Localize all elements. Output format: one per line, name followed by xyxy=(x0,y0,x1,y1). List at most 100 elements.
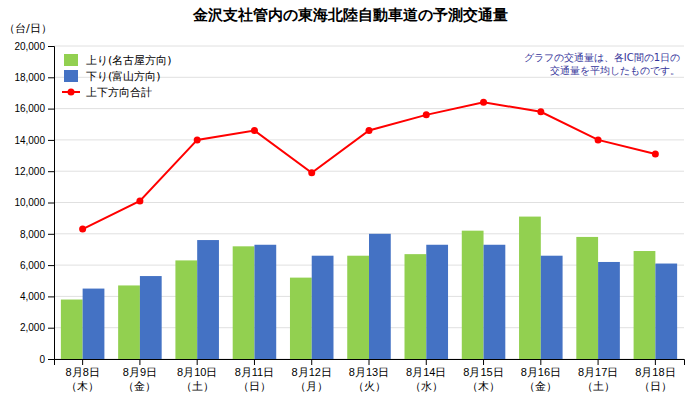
line-marker xyxy=(79,226,86,233)
line-marker xyxy=(595,136,602,143)
x-tick-label-line: 8月13日 xyxy=(349,366,389,378)
y-tick-label: 16,000 xyxy=(14,103,45,114)
x-tick-label-line: （木） xyxy=(467,380,500,392)
y-tick-mark xyxy=(48,109,54,110)
x-tick-label-line: 8月8日 xyxy=(66,366,100,378)
x-tick-label: 8月13日 （火） xyxy=(349,366,389,392)
x-tick-mark xyxy=(82,359,83,365)
x-tick-label: 8月9日 （金） xyxy=(123,366,157,392)
y-tick: 2,000 xyxy=(20,322,54,333)
legend-marker xyxy=(68,89,75,96)
legend-label: 上り(名古屋方向) xyxy=(86,54,172,67)
y-tick-mark xyxy=(48,328,54,329)
y-tick-mark xyxy=(48,234,54,235)
x-tick-label-line: （土） xyxy=(181,380,214,392)
x-tick-label-line: （日） xyxy=(238,380,271,392)
grid-line xyxy=(54,46,684,47)
y-tick-mark xyxy=(48,296,54,297)
x-tick-label-line: 8月17日 xyxy=(578,366,618,378)
annotation-line: 交通量を平均したものです。 xyxy=(550,65,680,76)
grid-line xyxy=(54,139,684,140)
x-tick: 8月14日 （水） xyxy=(406,359,446,392)
y-axis-label: （台/日） xyxy=(4,22,52,35)
x-tick-label-line: （火） xyxy=(353,380,386,392)
grid-line xyxy=(54,108,684,109)
x-axis-line xyxy=(55,360,685,366)
x-tick-label: 8月10日（土） xyxy=(177,366,217,392)
chart-title: 金沢支社管内の東海北陸自動車道の予測交通量 xyxy=(192,6,508,24)
y-tick-mark xyxy=(48,171,54,172)
x-tick-mark xyxy=(483,359,484,365)
line-marker xyxy=(652,150,659,157)
x-tick-mark xyxy=(540,359,541,365)
x-tick: 8月13日 （火） xyxy=(349,359,389,392)
bar xyxy=(484,245,506,359)
bar xyxy=(175,260,197,359)
y-tick-label: 10,000 xyxy=(14,197,45,208)
x-tick: 8月16日（金） xyxy=(521,359,561,392)
x-tick-label: 8月14日 （水） xyxy=(406,366,446,392)
x-tick-mark xyxy=(369,359,370,365)
y-tick-label: 20,000 xyxy=(14,41,45,52)
x-tick: 8月11日（日） xyxy=(235,359,275,392)
x-tick-label-line: （土） xyxy=(582,380,615,392)
y-tick-label: 0 xyxy=(39,354,45,365)
y-tick-label: 2,000 xyxy=(20,322,45,333)
bar xyxy=(369,234,391,359)
grid-line xyxy=(54,171,684,172)
x-tick-label-line: 8月14日 xyxy=(406,366,446,378)
x-tick: 8月8日（木） xyxy=(66,359,100,392)
legend-item: 上り(名古屋方向) xyxy=(64,54,172,67)
x-tick-label-line: 8月15日 xyxy=(463,366,503,378)
line-marker xyxy=(423,111,430,118)
chart-svg: 0 2,000 4,000 6,000 8,000 10,000 12,000 14,000 1… xyxy=(0,0,700,401)
y-tick-mark xyxy=(48,140,54,141)
x-tick-label: 8月8日（木） xyxy=(66,366,100,392)
marks xyxy=(61,99,677,359)
legend: 上り(名古屋方向) 下り(富山方向) 上下方向合計 xyxy=(62,54,172,99)
bar xyxy=(118,285,140,359)
y-tick: 0 xyxy=(39,354,54,365)
y-tick-mark xyxy=(48,203,54,204)
annotation: グラフの交通量は、各IC間の1日の交通量を平均したものです。 xyxy=(524,52,680,76)
grid xyxy=(54,46,684,359)
legend-label: 上下方向合計 xyxy=(86,86,152,99)
x-tick-label-line: 8月18日 xyxy=(635,366,675,378)
x-tick-label-line: （金） xyxy=(123,380,156,392)
y-tick-label: 18,000 xyxy=(14,72,45,83)
y-tick-mark xyxy=(48,77,54,78)
y-tick-label: 8,000 xyxy=(20,229,45,240)
x-tick-label: 8月17日 （土） xyxy=(578,366,618,392)
y-tick: 4,000 xyxy=(20,291,54,302)
bar xyxy=(312,256,334,359)
bar xyxy=(405,254,427,359)
x-tick-mark xyxy=(197,359,198,365)
legend-item: 下り(富山方向) xyxy=(64,70,161,83)
bar xyxy=(598,262,620,359)
y-tick-label: 14,000 xyxy=(14,135,45,146)
x-tick: 8月9日 （金） xyxy=(123,359,157,392)
line-series xyxy=(79,99,659,233)
plot-root: 0 2,000 4,000 6,000 8,000 10,000 12,000 14,000 1… xyxy=(14,41,684,392)
x-tick: 8月18日（日） xyxy=(635,359,675,392)
x-tick-label-line: 8月9日 xyxy=(123,366,157,378)
y-tick-mark xyxy=(48,359,54,360)
line-marker xyxy=(308,169,315,176)
x-tick-label-line: 8月12日 xyxy=(292,366,332,378)
line xyxy=(83,102,656,229)
annotation-line: グラフの交通量は、各IC間の1日の xyxy=(524,52,680,63)
x-tick-mark xyxy=(139,359,140,365)
chart-container: 0 2,000 4,000 6,000 8,000 10,000 12,000 14,000 1… xyxy=(0,0,700,401)
x-tick: 8月17日 （土） xyxy=(578,359,618,392)
bar-series xyxy=(61,217,655,359)
y-tick: 18,000 xyxy=(14,72,54,83)
x-tick: 8月10日（土） xyxy=(177,359,217,392)
y-axis-line xyxy=(48,47,55,360)
x-tick-label-line: （水） xyxy=(410,380,443,392)
x-tick-label: 8月16日（金） xyxy=(521,366,561,392)
y-tick-mark xyxy=(48,265,54,266)
y-tick-label: 6,000 xyxy=(20,260,45,271)
y-tick: 12,000 xyxy=(14,166,54,177)
y-tick: 10,000 xyxy=(14,197,54,208)
x-tick-label-line: （金） xyxy=(524,380,557,392)
